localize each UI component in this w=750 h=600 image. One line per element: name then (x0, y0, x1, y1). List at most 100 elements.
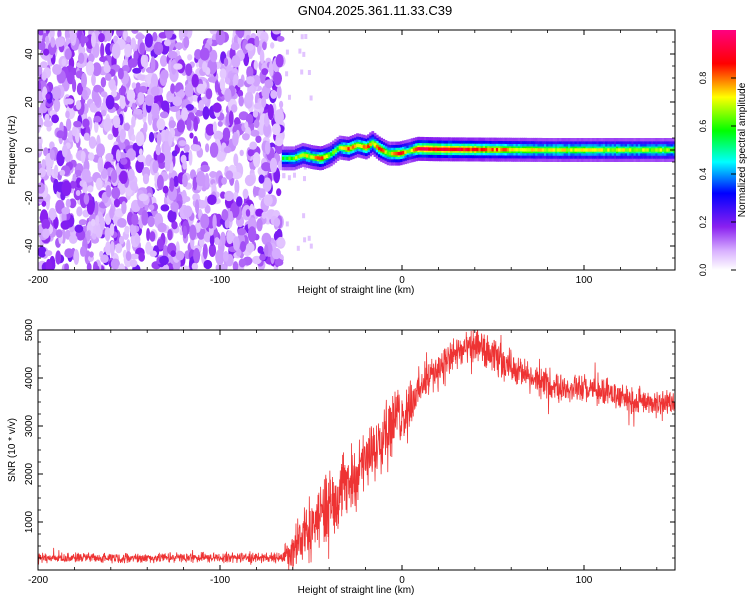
noise-cell (136, 154, 146, 163)
signal-cell (445, 147, 449, 151)
signal-cell (528, 148, 532, 152)
noise-cell (60, 220, 71, 230)
signal-cell (410, 148, 414, 153)
signal-cell (637, 148, 641, 152)
noise-cell (219, 218, 225, 225)
noise-cell (105, 73, 112, 81)
signal-cell (436, 147, 440, 151)
noise-cell (119, 235, 125, 245)
signal-cell (600, 148, 604, 152)
signal-cell (631, 148, 635, 152)
noise-cell (91, 32, 96, 48)
noise-cell (185, 63, 193, 76)
signal-cell (659, 148, 663, 152)
noise-cell (93, 115, 102, 123)
noise-cell (128, 58, 138, 68)
signal-cell (572, 148, 576, 152)
signal-cell (519, 148, 523, 152)
noise-cell (215, 30, 226, 46)
noise-cell (126, 148, 136, 161)
noise-cell (138, 252, 145, 262)
noise-cell (83, 132, 90, 141)
signal-cell (655, 148, 659, 152)
noise-cell (61, 58, 67, 67)
signal-cell (434, 147, 438, 151)
noise-cell (263, 194, 273, 207)
noise-cell (150, 86, 160, 96)
noise-cell (150, 56, 156, 73)
noise-cell (173, 175, 179, 188)
noise-cell (273, 217, 281, 227)
signal-cell (402, 151, 405, 155)
signal-cell (624, 148, 628, 152)
noise-cell (282, 173, 286, 179)
noise-cell (116, 30, 123, 37)
noise-cell (45, 35, 49, 44)
noise-cell (41, 218, 51, 230)
noise-cell (65, 198, 71, 208)
noise-cell (173, 63, 183, 70)
noise-cell (298, 48, 302, 54)
signal-cell (471, 147, 475, 152)
noise-cell (65, 98, 74, 105)
noise-cell (271, 30, 282, 35)
signal-cell (430, 147, 434, 151)
noise-cell (110, 169, 118, 183)
noise-cell (144, 33, 153, 48)
noise-cell (171, 150, 178, 157)
signal-cell (458, 147, 462, 152)
spectrogram-cells (38, 30, 675, 270)
noise-cell (232, 131, 239, 147)
noise-cell (198, 100, 204, 111)
noise-cell (100, 168, 108, 179)
signal-cell (533, 148, 536, 152)
noise-cell (163, 39, 172, 47)
noise-cell (135, 234, 141, 245)
noise-cell (72, 78, 77, 93)
noise-cell (137, 92, 145, 105)
noise-cell (267, 104, 274, 120)
signal-cell (554, 148, 558, 152)
y-tick-label: -20 (24, 190, 35, 205)
signal-cell (297, 155, 300, 159)
noise-cell (249, 141, 258, 150)
noise-cell (131, 134, 136, 142)
signal-cell (616, 148, 619, 152)
y-tick-label: 4000 (24, 366, 35, 389)
noise-cell (219, 77, 226, 91)
noise-cell (167, 229, 173, 241)
signal-cell (362, 145, 366, 149)
noise-cell (126, 36, 131, 43)
noise-cell (61, 144, 68, 158)
noise-cell (74, 169, 82, 177)
y-tick-label: 2000 (24, 462, 35, 485)
signal-cell (281, 156, 285, 161)
signal-cell (607, 148, 611, 152)
noise-cell (163, 141, 170, 157)
noise-cell (268, 61, 274, 77)
signal-cell (653, 148, 656, 152)
noise-cell (124, 225, 130, 235)
signal-cell (378, 146, 381, 151)
noise-cell (233, 236, 240, 251)
signal-cell (668, 148, 672, 152)
noise-cell (168, 120, 176, 129)
signal-cell (319, 156, 322, 160)
noise-cell (41, 71, 47, 81)
noise-cell (68, 198, 77, 209)
noise-cell (152, 31, 158, 42)
signal-cell (476, 147, 480, 152)
noise-cell (117, 218, 127, 228)
signal-cell (441, 147, 445, 151)
noise-cell (258, 188, 266, 199)
noise-cell (242, 39, 249, 55)
signal-cell (509, 148, 512, 152)
noise-cell (269, 157, 278, 173)
noise-cell (132, 67, 142, 74)
noise-cell (132, 142, 139, 151)
noise-cell (80, 246, 87, 257)
noise-cell (205, 88, 213, 100)
spectrogram-x-label: Height of straight line (km) (298, 285, 415, 296)
signal-cell (539, 148, 543, 152)
signal-cell (336, 147, 340, 151)
